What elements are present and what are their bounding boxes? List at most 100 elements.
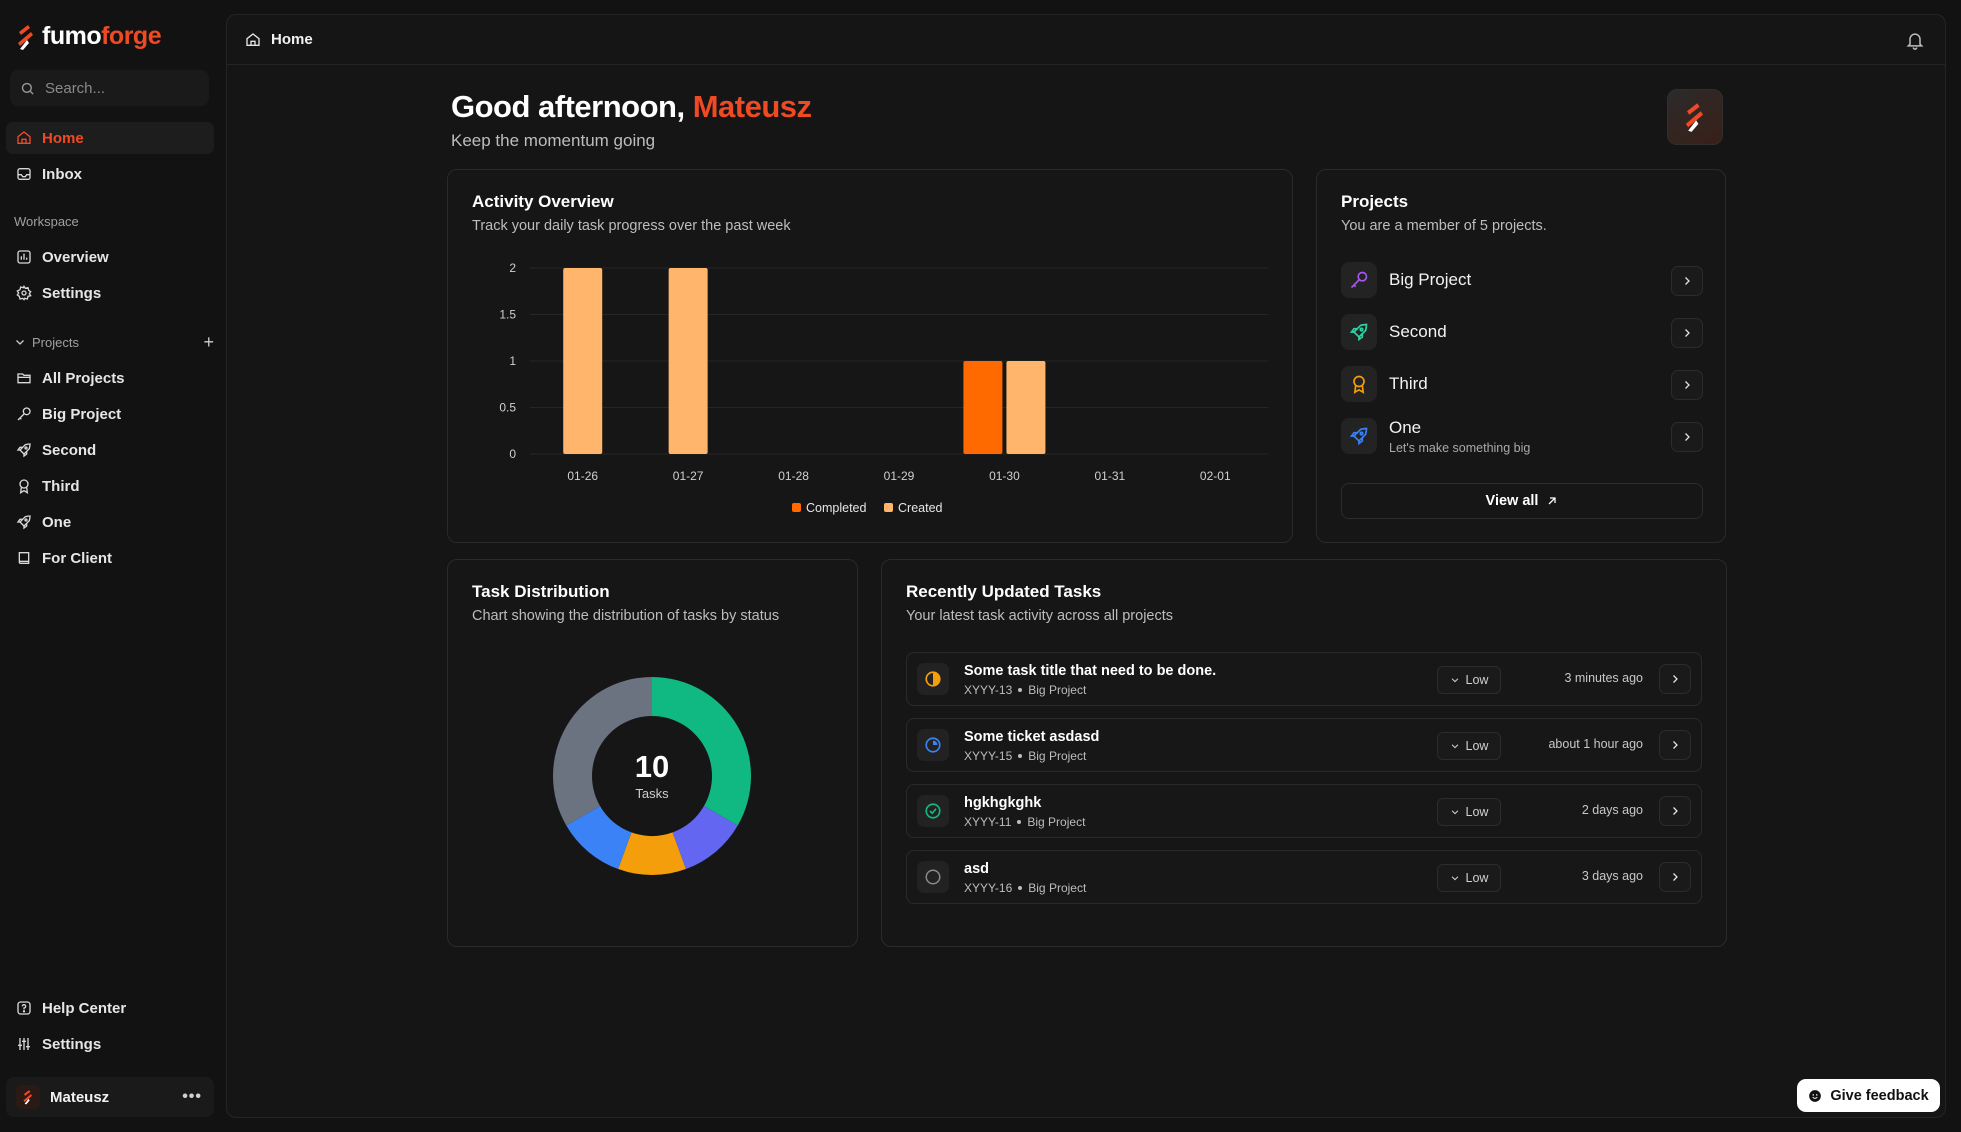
give-feedback-button[interactable]: Give feedback: [1797, 1079, 1940, 1112]
project-row-big-project[interactable]: Big Project: [1341, 260, 1703, 300]
task-title: Some ticket asdasd: [964, 729, 1100, 745]
logo-mark-icon: [18, 24, 33, 50]
sidebar-item-settings[interactable]: Settings: [6, 277, 214, 309]
chevron-right-icon: [1685, 329, 1690, 337]
project-description: Let's make something big: [1389, 440, 1531, 455]
half-circle-status-icon: [925, 671, 941, 687]
view-all-projects-button[interactable]: View all: [1341, 483, 1703, 519]
avatar: [16, 1085, 40, 1109]
priority-select[interactable]: Low: [1437, 798, 1501, 826]
project-name: One: [1389, 417, 1422, 437]
priority-select[interactable]: Low: [1437, 732, 1501, 760]
bar-created: [1006, 361, 1046, 454]
open-task-button[interactable]: [1659, 796, 1691, 826]
task-donut-chart: 10 Tasks: [552, 676, 752, 876]
projects-section-header[interactable]: Projects +: [14, 332, 214, 352]
bar-created: [668, 268, 708, 454]
sidebar-item-label: One: [42, 513, 72, 531]
y-tick-label: 1.5: [499, 308, 516, 322]
sidebar-item-second[interactable]: Second: [6, 434, 214, 466]
sidebar-item-one[interactable]: One: [6, 506, 214, 538]
priority-select[interactable]: Low: [1437, 864, 1501, 892]
recent-tasks-card: Recently Updated Tasks Your latest task …: [881, 559, 1727, 947]
sidebar-item-big-project[interactable]: Big Project: [6, 398, 214, 430]
open-project-button[interactable]: [1671, 318, 1703, 348]
avatar[interactable]: [1667, 89, 1723, 145]
x-tick-label: 01-30: [989, 469, 1020, 483]
home-icon: [17, 131, 31, 144]
sidebar-item-help-center[interactable]: Help Center: [6, 992, 214, 1024]
sidebar-item-third[interactable]: Third: [6, 470, 214, 502]
project-row-third[interactable]: Third: [1341, 364, 1703, 404]
task-distribution-card: Task Distribution Chart showing the dist…: [447, 559, 858, 947]
app-logo[interactable]: fumoforge: [16, 22, 162, 51]
chevron-right-icon: [1685, 277, 1690, 285]
open-task-button[interactable]: [1659, 730, 1691, 760]
task-status: [917, 795, 949, 827]
project-row-second[interactable]: Second: [1341, 312, 1703, 352]
sidebar-item-home[interactable]: Home: [6, 122, 214, 154]
sidebar-item-label: All Projects: [42, 369, 125, 387]
open-project-button[interactable]: [1671, 422, 1703, 452]
key-icon: [17, 407, 31, 421]
task-meta: XYYY-16 Big Project: [964, 881, 1087, 895]
x-tick-label: 01-26: [567, 469, 598, 483]
x-tick-label: 01-31: [1095, 469, 1126, 483]
add-project-icon[interactable]: +: [203, 332, 214, 352]
donut-svg: [553, 677, 751, 875]
inbox-icon: [17, 168, 31, 180]
chevron-down-icon: [1451, 810, 1458, 815]
search-box[interactable]: [10, 70, 209, 106]
task-title: Some task title that need to be done.: [964, 663, 1217, 679]
task-row[interactable]: Some task title that need to be done. XY…: [906, 652, 1702, 706]
sidebar-item-overview[interactable]: Overview: [6, 241, 214, 273]
search-icon: [21, 82, 34, 95]
sidebar-item-label: For Client: [42, 549, 112, 567]
rocket-icon: [1349, 427, 1368, 446]
sidebar-item-footer-settings[interactable]: Settings: [6, 1028, 214, 1060]
open-project-button[interactable]: [1671, 266, 1703, 296]
task-updated-time: about 1 hour ago: [1548, 737, 1643, 751]
y-tick-label: 1: [509, 354, 516, 368]
page-subtitle: Keep the momentum going: [451, 131, 656, 150]
legend-label: Completed: [806, 501, 866, 515]
breadcrumb: Home: [227, 15, 1945, 65]
task-row[interactable]: hgkhgkghk XYYY-11 Big Project Low 2 days …: [906, 784, 1702, 838]
task-meta: XYYY-13 Big Project: [964, 683, 1087, 697]
chart-icon: [17, 250, 31, 264]
user-menu[interactable]: Mateusz •••: [6, 1077, 214, 1117]
card-subtitle: Your latest task activity across all pro…: [906, 608, 1174, 624]
project-name: Third: [1389, 374, 1428, 393]
bell-icon[interactable]: [1905, 30, 1925, 50]
pie-status-icon: [925, 737, 941, 753]
legend-swatch: [792, 503, 801, 512]
sidebar-item-label: Help Center: [42, 999, 127, 1017]
page-title: Good afternoon, Mateusz: [451, 89, 812, 124]
open-project-button[interactable]: [1671, 370, 1703, 400]
sidebar-item-for-client[interactable]: For Client: [6, 542, 214, 574]
search-input[interactable]: [45, 79, 195, 97]
sidebar: fumoforge Home Inbox Workspace Overview …: [0, 0, 226, 1132]
sliders-icon: [18, 1038, 30, 1050]
check-circle-icon: [925, 803, 941, 819]
sidebar-item-inbox[interactable]: Inbox: [6, 158, 214, 190]
task-row[interactable]: Some ticket asdasd XYYY-15 Big Project Lo…: [906, 718, 1702, 772]
help-icon: [17, 1001, 31, 1015]
task-meta: XYYY-11 Big Project: [964, 815, 1086, 829]
more-icon[interactable]: •••: [182, 1088, 202, 1105]
smile-icon: [1809, 1089, 1822, 1102]
key-icon: [1350, 271, 1368, 289]
sidebar-item-label: Big Project: [42, 405, 122, 423]
chevron-right-icon: [1673, 675, 1678, 683]
book-icon: [18, 552, 30, 564]
view-all-label: View all: [1485, 493, 1539, 509]
sidebar-item-all-projects[interactable]: All Projects: [6, 362, 214, 394]
open-task-button[interactable]: [1659, 862, 1691, 892]
open-task-button[interactable]: [1659, 664, 1691, 694]
donut-segment: [618, 832, 686, 875]
logo-mark-icon: [23, 1090, 32, 1105]
task-row[interactable]: asd XYYY-16 Big Project Low 3 days ago: [906, 850, 1702, 904]
chevron-down-icon: [16, 340, 24, 345]
project-row-one[interactable]: One Let's make something big: [1341, 416, 1703, 456]
priority-select[interactable]: Low: [1437, 666, 1501, 694]
